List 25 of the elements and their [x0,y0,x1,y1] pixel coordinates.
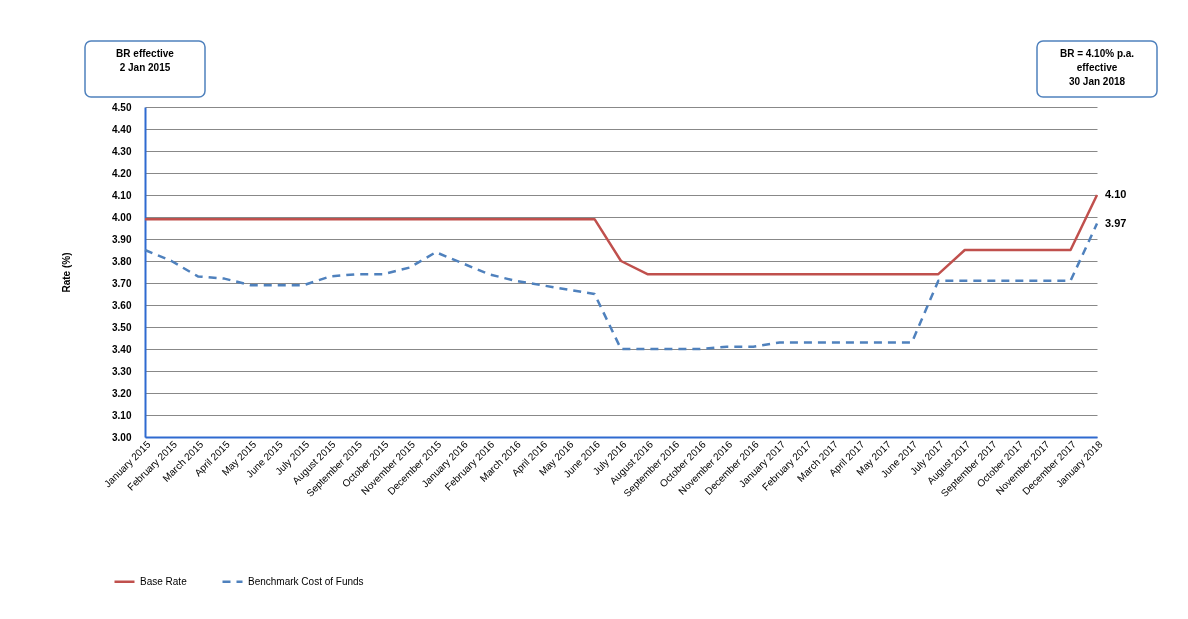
y-tick-label: 4.10 [112,189,132,201]
y-tick-label: 3.10 [112,409,132,421]
y-tick-label: 4.50 [112,101,132,113]
y-tick-label: 4.20 [112,167,132,179]
y-tick-label: 3.50 [112,321,132,333]
y-tick-label: 3.30 [112,365,132,377]
y-tick-label: 3.20 [112,387,132,399]
y-tick-label: 3.60 [112,299,132,311]
y-tick-label: 3.00 [112,431,132,443]
text: BR = 4.10% p.a. effective 30 Jan 2018 [1059,48,1135,87]
y-tick-label: 3.90 [112,233,132,245]
data-label: 4.10 [1105,188,1127,200]
y-tick-label: 4.30 [112,145,132,157]
text: BR effective 2 Jan 2015 [116,48,175,73]
legend-label: Base Rate [140,575,188,587]
y-tick-label: 3.80 [112,255,132,267]
data-label: 3.97 [1105,216,1127,229]
y-axis-title: Rate (%) [61,252,73,293]
y-tick-label: 3.40 [112,343,132,355]
line-series [143,193,1099,276]
legend-label: Benchmark Cost of Funds [248,575,364,587]
y-tick-label: 3.70 [112,277,132,289]
y-tick-label: 4.40 [112,123,132,135]
y-tick-label: 4.00 [112,211,132,223]
line-series [143,222,1099,351]
